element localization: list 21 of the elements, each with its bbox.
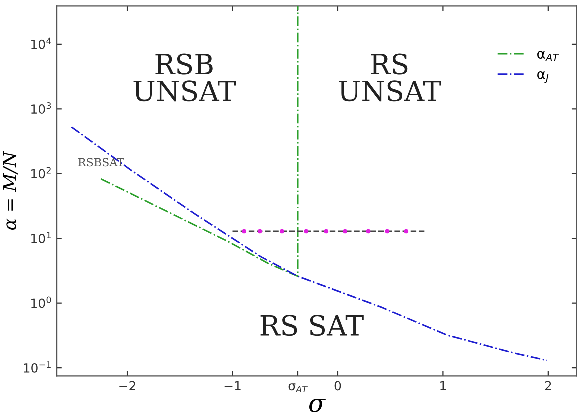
y-axis-title: α = M/N	[3, 151, 18, 230]
x-tick-label: −2	[120, 381, 136, 391]
x-tick-label: 1	[440, 381, 446, 391]
legend-label: α$_{J}$	[538, 71, 549, 84]
annotation: RSB UNSAT	[134, 54, 236, 102]
x-tick-label: 2	[545, 381, 552, 391]
y-tick-label: 10$^{1}$	[32, 232, 51, 244]
y-tick-label: 10$^{2}$	[32, 167, 51, 179]
annotation: RS UNSAT	[339, 54, 442, 102]
legend-label: α$_{AT}$	[538, 51, 560, 62]
x-axis-title: σ	[309, 399, 326, 412]
annotation: RSBSAT	[78, 158, 124, 167]
line-series	[71, 126, 548, 362]
x-tick-label: σ$_{AT}$	[288, 384, 308, 393]
y-tick-label: 10$^{4}$	[32, 38, 52, 50]
annotation: RS SAT	[260, 315, 364, 336]
x-tick-label: 0	[334, 381, 342, 391]
y-tick-label: 10$^{3}$	[32, 102, 52, 114]
y-tick-label: 10$^{−1}$	[24, 362, 51, 373]
y-tick-label: 10$^{0}$	[32, 296, 52, 308]
x-tick-label: −1	[224, 381, 241, 391]
